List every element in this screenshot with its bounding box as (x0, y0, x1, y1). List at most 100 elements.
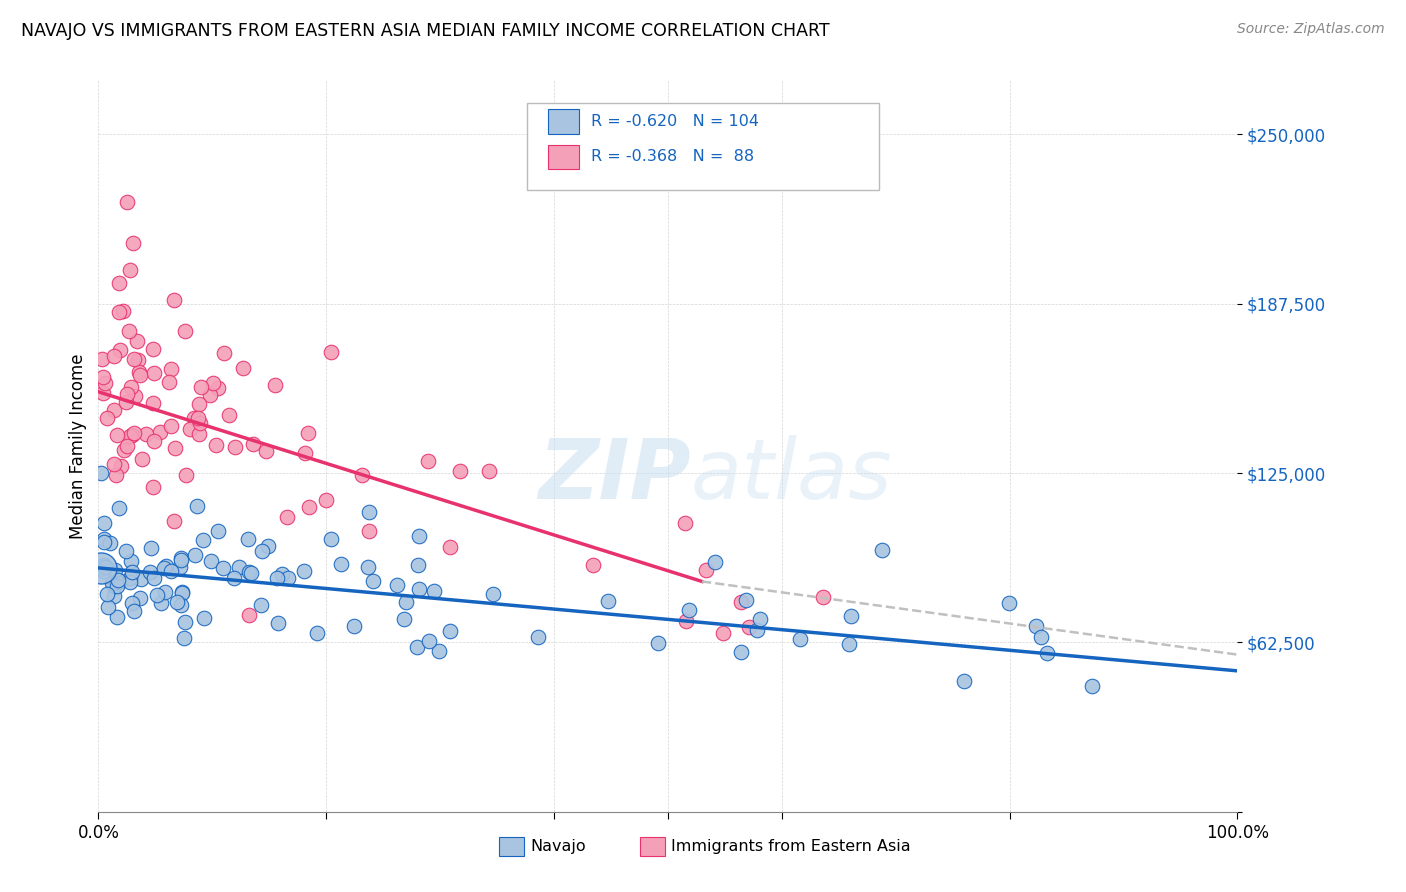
Point (329, 558, 352, 572)
Point (127, 353, 149, 368)
Point (105, 575, 128, 590)
Point (408, 582, 430, 596)
Point (103, 349, 125, 363)
Point (142, 343, 165, 357)
Point (343, 618, 366, 632)
Point (174, 467, 197, 482)
Point (193, 610, 215, 624)
Point (157, 375, 180, 389)
Point (315, 493, 337, 508)
Point (120, 263, 142, 277)
Point (711, 625, 734, 640)
Point (749, 612, 772, 626)
Point (307, 626, 329, 640)
Point (319, 344, 342, 359)
Point (270, 566, 292, 581)
Point (188, 397, 211, 411)
Point (118, 574, 141, 589)
Point (115, 439, 138, 453)
Point (257, 539, 280, 553)
Point (1024, 618, 1046, 632)
Point (120, 380, 142, 394)
Point (90, 466, 112, 480)
Point (675, 614, 697, 628)
Point (103, 579, 125, 593)
Point (121, 565, 143, 579)
Point (188, 416, 211, 430)
Point (224, 571, 246, 585)
Point (212, 346, 235, 360)
Point (207, 380, 229, 394)
Point (142, 480, 165, 494)
Point (228, 560, 250, 574)
Point (254, 444, 277, 458)
Point (97, 599, 120, 614)
Point (352, 468, 374, 483)
Point (242, 436, 264, 450)
Point (103, 457, 125, 471)
Point (179, 422, 201, 436)
Point (678, 603, 700, 617)
Point (1036, 646, 1059, 660)
Point (267, 615, 290, 630)
Text: Source: ZipAtlas.com: Source: ZipAtlas.com (1237, 22, 1385, 37)
Point (93, 532, 115, 546)
Point (96, 587, 118, 601)
Point (142, 396, 165, 410)
Point (172, 585, 194, 599)
Point (735, 592, 758, 607)
Text: R = -0.620   N = 104: R = -0.620 N = 104 (591, 114, 758, 128)
Point (187, 410, 209, 425)
Point (124, 389, 146, 403)
Point (170, 599, 193, 613)
Point (104, 563, 127, 577)
Point (953, 673, 976, 688)
Point (93, 516, 115, 530)
Point (124, 604, 146, 618)
Point (128, 365, 150, 379)
Point (121, 235, 143, 250)
Point (789, 632, 811, 647)
Point (449, 465, 471, 479)
Point (647, 636, 669, 650)
Point (105, 428, 128, 442)
Point (838, 637, 860, 651)
Point (135, 426, 157, 441)
Point (115, 195, 138, 210)
Point (129, 572, 152, 586)
Point (122, 351, 145, 366)
Point (112, 443, 135, 458)
Point (93, 558, 115, 573)
Point (359, 505, 381, 519)
Point (159, 361, 181, 376)
Point (170, 551, 193, 566)
Point (276, 509, 298, 524)
Point (114, 544, 136, 558)
Point (121, 427, 143, 442)
Point (155, 558, 177, 573)
Point (250, 544, 273, 558)
Point (142, 366, 165, 380)
Point (153, 561, 176, 575)
Point (108, 574, 131, 588)
Point (839, 608, 862, 623)
Point (1081, 679, 1104, 693)
Point (90, 351, 112, 366)
Point (238, 565, 260, 579)
Point (141, 541, 163, 556)
Point (93, 559, 115, 574)
Point (527, 630, 550, 644)
Point (423, 583, 446, 598)
Point (418, 633, 440, 648)
Point (120, 428, 142, 442)
Point (149, 596, 172, 610)
Point (582, 558, 605, 572)
Point (166, 595, 188, 609)
Point (292, 564, 315, 578)
Point (297, 425, 319, 440)
Point (129, 368, 152, 383)
Point (357, 559, 380, 574)
Point (103, 403, 125, 417)
Point (101, 575, 124, 590)
Point (416, 454, 439, 468)
